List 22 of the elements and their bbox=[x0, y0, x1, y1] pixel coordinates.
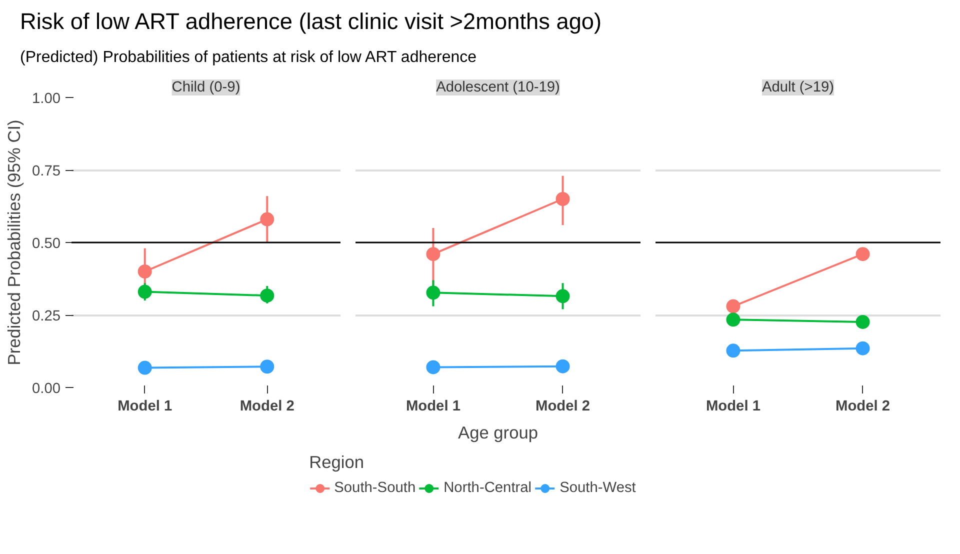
text: Risk of low ART adherence (last clinic visit >2months ago) bbox=[20, 7, 602, 36]
x-tick-label: Model 2 bbox=[240, 398, 294, 415]
y-tick-label: 0.50 bbox=[32, 236, 61, 252]
chart-title: Adult (>19) bbox=[762, 80, 834, 96]
x-tick-label: Model 1 bbox=[406, 398, 461, 415]
legend-label: South-West bbox=[560, 480, 636, 496]
legend-label: South-South bbox=[334, 480, 416, 496]
y-tick-label: 0.75 bbox=[32, 164, 61, 180]
legend-label: North-Central bbox=[444, 480, 532, 496]
x-axis-title: Age group bbox=[458, 422, 538, 443]
x-tick-label: Model 1 bbox=[706, 398, 761, 415]
y-tick-label: 1.00 bbox=[32, 91, 61, 108]
legend-title: Region bbox=[309, 452, 366, 474]
x-tick-label: Model 2 bbox=[535, 398, 590, 415]
chart-title: Adolescent (10-19) bbox=[436, 80, 560, 96]
text: (Predicted) Probabilities of patients at risk of low ART adherence bbox=[20, 48, 477, 68]
y-tick-label: 0.25 bbox=[32, 308, 61, 325]
x-tick-label: Model 2 bbox=[835, 398, 890, 415]
chart-title: Child (0-9) bbox=[172, 80, 240, 96]
y-tick-label: 0.00 bbox=[32, 381, 61, 398]
y-axis-title: Predicted Probabilities (95% CI) bbox=[4, 120, 24, 366]
x-tick-label: Model 1 bbox=[118, 398, 172, 415]
